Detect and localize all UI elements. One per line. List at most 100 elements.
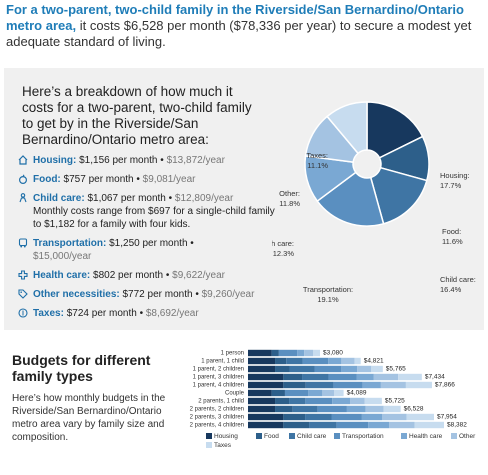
cost-label: Transportation: [33, 238, 107, 249]
bar-segment [275, 405, 293, 413]
bus-icon [18, 238, 28, 248]
bar-segment [275, 365, 290, 373]
legend-label: Other [459, 433, 476, 440]
bar-segment [336, 421, 369, 429]
cost-yearly: $9,081/year [142, 174, 196, 185]
cost-yearly: $8,692/year [145, 308, 199, 319]
bar-segment [317, 405, 347, 413]
cost-list: Housing: $1,156 per month • $13,872/year… [18, 154, 278, 326]
pie-chart: Housing:17.7% Food:11.6% Child care:16.4% T… [254, 101, 476, 304]
legend-label: Transportation [342, 433, 384, 440]
bar-segment [302, 373, 329, 381]
bar-segment [248, 389, 272, 397]
bar-category-label: 1 parent, 3 children [193, 375, 244, 381]
bar-segment [289, 397, 306, 405]
bar-segment [332, 397, 351, 405]
bar-segment [283, 421, 310, 429]
bar-segment [328, 357, 342, 365]
bar-category-label: 2 parents, 3 children [190, 415, 244, 421]
bar-total-label: $4,089 [347, 390, 367, 397]
child-care-note: Monthly costs range from $697 for a sing… [33, 206, 275, 230]
headline-rest: it costs $6,528 per month ($78,336 per y… [6, 18, 472, 49]
cost-yearly: $9,260/year [201, 289, 255, 300]
cost-item-food: Food: $757 per month • $9,081/year [18, 173, 278, 186]
bar-segment [308, 389, 323, 397]
bar-segment [405, 381, 432, 389]
legend-swatch [206, 433, 212, 439]
pie-slice-name: Food: [442, 227, 461, 236]
bar-total-label: $7,434 [425, 374, 445, 381]
bar-segment [248, 357, 276, 365]
bar-segment [304, 349, 314, 357]
bar-segment [284, 389, 309, 397]
cost-monthly: $1,156 per month [79, 155, 158, 166]
bar-segment [350, 397, 365, 405]
legend-swatch [289, 433, 295, 439]
cost-label: Housing: [33, 155, 77, 166]
bar-category-label: 2 parents, 1 child [198, 399, 244, 405]
bar-category-label: 1 parent, 1 child [201, 359, 244, 365]
bar-segment [373, 373, 399, 381]
bar-category-label: 1 parent, 4 children [193, 383, 244, 389]
pie-slice-name: Taxes: [306, 151, 328, 160]
bar-segment [331, 413, 362, 421]
legend-label: Food [264, 433, 279, 440]
cost-yearly: $12,809/year [174, 193, 234, 204]
bar-segment [309, 421, 337, 429]
legend-swatch [206, 442, 212, 448]
house-icon [18, 155, 28, 165]
breakdown-intro: Here’s a breakdown of how much it costs … [22, 84, 252, 147]
bar-segment [283, 381, 306, 389]
bar-segment [334, 389, 344, 397]
bar-total-label: $4,821 [364, 358, 384, 365]
budgets-description: Here’s how monthly budgets in the Rivers… [12, 393, 166, 443]
bar-segment [383, 405, 401, 413]
bar-segment [354, 357, 361, 365]
bar-segment [283, 373, 303, 381]
pie-slice-label: 19.1% [317, 295, 339, 304]
bar-segment [322, 389, 335, 397]
bar-segment [248, 421, 284, 429]
bar-segment [248, 397, 276, 405]
pie-slice-name: Other: [279, 189, 300, 198]
bar-category-label: 2 parents, 2 children [190, 407, 244, 413]
cost-label: Health care: [33, 270, 91, 281]
bar-segment [248, 373, 284, 381]
cost-item-housing: Housing: $1,156 per month • $13,872/year [18, 154, 278, 167]
bar-segment [275, 397, 290, 405]
pie-slice [316, 171, 385, 227]
bar-segment [361, 413, 383, 421]
bar-segment [406, 413, 434, 421]
bar-segment [357, 365, 372, 373]
pie-slice-name: Child care: [440, 275, 476, 284]
bar-segment [297, 349, 305, 357]
apple-icon [19, 174, 27, 184]
bar-segment [271, 349, 279, 357]
cost-monthly: $772 per month [122, 289, 193, 300]
bar-segment [398, 373, 422, 381]
pie-slice-label: 11.8% [279, 199, 300, 208]
bar-segment [275, 357, 287, 365]
legend-label: Taxes [214, 442, 232, 449]
legend-label: Child care [297, 433, 327, 440]
bar-total-label: $5,765 [386, 366, 406, 373]
bar-segment [283, 413, 306, 421]
bar-segment [314, 365, 342, 373]
bar-segment [368, 421, 390, 429]
pie-slice-label: 17.7% [440, 181, 462, 190]
health-cross-icon [18, 270, 28, 280]
legend-swatch [451, 433, 457, 439]
bar-segment [380, 381, 406, 389]
cost-monthly: $1,250 per month [109, 238, 188, 249]
pie-slice-label: 16.4% [440, 285, 462, 294]
legend-swatch [401, 433, 407, 439]
bar-segment [364, 397, 382, 405]
cost-label: Food: [33, 174, 61, 185]
bar-segment [341, 357, 355, 365]
bar-segment [356, 373, 374, 381]
legend-label: Housing [214, 433, 238, 440]
bar-segment [389, 421, 415, 429]
cost-label: Taxes: [33, 308, 64, 319]
cost-yearly: $15,000/year [33, 251, 92, 262]
stacked-bar-chart: 1 person $3,080 1 parent, 1 child $4,821 1 p… [190, 349, 476, 450]
